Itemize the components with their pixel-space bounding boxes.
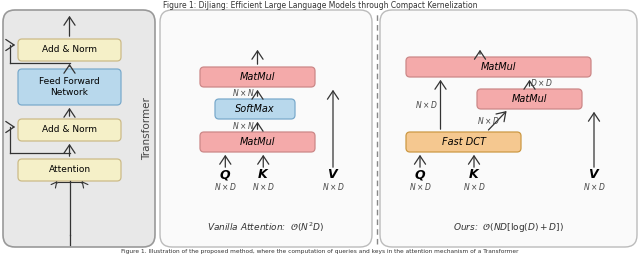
Text: Attention: Attention [49, 166, 91, 175]
Text: $N \times D$: $N \times D$ [409, 181, 431, 192]
Text: Transformer: Transformer [142, 97, 152, 160]
Text: $\boldsymbol{V}$: $\boldsymbol{V}$ [588, 169, 600, 181]
Text: $N \times D$: $N \times D$ [463, 181, 485, 192]
FancyBboxPatch shape [406, 57, 591, 77]
Text: MatMul: MatMul [240, 137, 275, 147]
Text: Figure 1. Illustration of the proposed method, where the computation of queries : Figure 1. Illustration of the proposed m… [121, 250, 519, 254]
Text: $N \times N$: $N \times N$ [232, 87, 255, 98]
Text: Add & Norm: Add & Norm [42, 45, 97, 54]
Text: Figure 1: DiJiang: Efficient Large Language Models through Compact Kernelization: Figure 1: DiJiang: Efficient Large Langu… [163, 2, 477, 11]
FancyBboxPatch shape [160, 10, 372, 247]
FancyBboxPatch shape [200, 132, 315, 152]
FancyBboxPatch shape [406, 132, 521, 152]
Text: SoftMax: SoftMax [235, 104, 275, 114]
Text: Ours:  $\mathcal{O}(ND[\log(D)+D])$: Ours: $\mathcal{O}(ND[\log(D)+D])$ [453, 221, 564, 234]
FancyBboxPatch shape [477, 89, 582, 109]
Text: $N \times D$: $N \times D$ [582, 181, 605, 192]
FancyBboxPatch shape [215, 99, 295, 119]
Text: $N \times N$: $N \times N$ [232, 120, 255, 131]
Text: Feed Forward
Network: Feed Forward Network [39, 77, 100, 97]
Text: $D \times D$: $D \times D$ [530, 78, 553, 88]
Text: $N \times D$: $N \times D$ [477, 115, 500, 126]
Text: $N \times D$: $N \times D$ [322, 181, 344, 192]
Text: Fast DCT: Fast DCT [442, 137, 486, 147]
Text: MatMul: MatMul [512, 94, 547, 104]
FancyBboxPatch shape [200, 67, 315, 87]
Text: $N \times D$: $N \times D$ [415, 99, 438, 110]
Text: Vanilla Attention:  $\mathcal{O}(N^2D)$: Vanilla Attention: $\mathcal{O}(N^2D)$ [207, 220, 324, 234]
FancyBboxPatch shape [380, 10, 637, 247]
Text: $N \times D$: $N \times D$ [252, 181, 275, 192]
Text: $\boldsymbol{Q}$: $\boldsymbol{Q}$ [414, 168, 426, 182]
Text: MatMul: MatMul [481, 62, 516, 72]
Text: $\boldsymbol{K}$: $\boldsymbol{K}$ [257, 169, 269, 181]
FancyBboxPatch shape [18, 39, 121, 61]
Text: $\boldsymbol{Q}$: $\boldsymbol{Q}$ [220, 168, 232, 182]
FancyBboxPatch shape [18, 69, 121, 105]
Text: Add & Norm: Add & Norm [42, 125, 97, 134]
Text: $\boldsymbol{K}$: $\boldsymbol{K}$ [468, 169, 480, 181]
FancyBboxPatch shape [18, 119, 121, 141]
FancyBboxPatch shape [18, 159, 121, 181]
FancyBboxPatch shape [3, 10, 155, 247]
Text: MatMul: MatMul [240, 72, 275, 82]
Text: $\boldsymbol{V}$: $\boldsymbol{V}$ [327, 169, 339, 181]
Text: $N \times D$: $N \times D$ [214, 181, 237, 192]
